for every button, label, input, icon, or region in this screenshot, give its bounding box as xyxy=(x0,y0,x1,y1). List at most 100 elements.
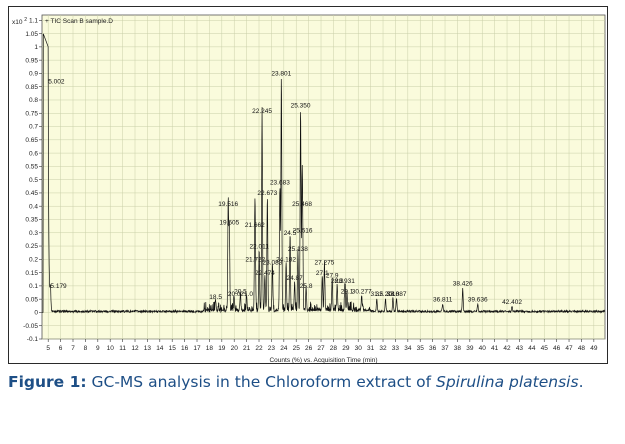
chromatogram-chart: 5.002 5.179 18.5 19.516 19.605 20.020.521.0 21… xyxy=(8,6,608,364)
x-tick-label: 36 xyxy=(429,345,437,352)
x-tick-label: 37 xyxy=(441,345,449,352)
y-tick-label: 0 xyxy=(34,310,38,317)
x-tick-label: 19 xyxy=(218,345,226,352)
x-tick-label: 30 xyxy=(355,345,363,352)
peak-label: 24.182 xyxy=(276,257,296,264)
x-tick-label: 13 xyxy=(144,345,152,352)
plot-area xyxy=(41,14,606,340)
x-tick-label: 26 xyxy=(305,345,313,352)
x-tick-label: 35 xyxy=(417,345,425,352)
peak-labels: 5.002 5.179 18.5 19.516 19.605 20.020.521.0 21… xyxy=(48,71,522,306)
x-tick-label: 29 xyxy=(342,345,350,352)
peak-label: 23.683 xyxy=(270,180,290,187)
peak-label: 24.87 xyxy=(286,275,303,282)
x-tick-label: 14 xyxy=(156,345,164,352)
peak-label: 25.516 xyxy=(293,227,313,234)
y-tick-label: 0.15 xyxy=(25,270,38,277)
x-tick-label: 39 xyxy=(466,345,474,352)
peak-label: 25.138 xyxy=(288,246,308,253)
peak-label: 36.811 xyxy=(433,296,453,303)
x-tick-label: 33 xyxy=(392,345,400,352)
peak-label: 27.9 xyxy=(326,273,339,280)
peak-label: 25.468 xyxy=(292,201,312,208)
peak-label: 29.1 xyxy=(341,289,354,296)
peak-label: 28.931 xyxy=(335,278,355,285)
y-tick-label: 0.65 xyxy=(25,137,38,144)
x-tick-label: 11 xyxy=(119,345,126,352)
x-tick-label: 18 xyxy=(206,345,214,352)
x-tick-label: 20 xyxy=(231,345,239,352)
peak-label: 19.605 xyxy=(219,219,239,226)
x-tick-label: 7 xyxy=(71,345,75,352)
x-tick-label: 48 xyxy=(578,345,586,352)
x-tick-label: 6 xyxy=(59,345,63,352)
peak-label: 27.275 xyxy=(314,259,334,266)
y-tick-label: 0.8 xyxy=(29,97,38,104)
figure-label: Figure 1: xyxy=(8,373,87,391)
y-tick-label: 0.45 xyxy=(25,190,38,197)
peak-label: 5.179 xyxy=(50,283,67,290)
x-tick-label: 15 xyxy=(169,345,177,352)
peak-label: 27.1 xyxy=(316,270,329,277)
x-tick-label: 17 xyxy=(193,345,201,352)
y-tick-label: -0.1 xyxy=(27,336,39,343)
x-tick-label: 10 xyxy=(107,345,115,352)
peak-label: 21.662 xyxy=(245,222,265,229)
x-tick-label: 43 xyxy=(516,345,524,352)
y-tick-label: 0.7 xyxy=(29,124,38,131)
tic-trace-line xyxy=(42,33,606,314)
x-tick-label: 8 xyxy=(84,345,88,352)
peak-label: 32.8 xyxy=(387,291,400,298)
peak-label: 20.0 xyxy=(228,291,241,298)
y-tick-label: 1.05 xyxy=(25,31,38,38)
x-tick-label: 34 xyxy=(404,345,412,352)
peak-label: 25.8 xyxy=(300,283,313,290)
x-tick-label: 16 xyxy=(181,345,189,352)
x-tick-label: 46 xyxy=(553,345,561,352)
y-tick-label: 0.9 xyxy=(29,71,38,78)
y-tick-label: -0.05 xyxy=(23,323,38,330)
figure-caption: Figure 1: GC-MS analysis in the Chlorofo… xyxy=(8,372,620,393)
species-name: Spirulina platensis xyxy=(435,373,579,391)
peak-label: 24.5 xyxy=(284,230,297,237)
y-tick-label: 0.1 xyxy=(29,283,38,290)
y-tick-label: 0.4 xyxy=(29,203,38,210)
y-tick-label: 0.25 xyxy=(25,243,38,250)
peak-label: 32.201 xyxy=(376,291,396,298)
x-tick-label: 41 xyxy=(491,345,499,352)
x-tick-label: 21 xyxy=(243,345,251,352)
caption-text: GC-MS analysis in the Chloroform extract… xyxy=(86,373,436,391)
x-tick-label: 12 xyxy=(131,345,139,352)
x-tick-label: 42 xyxy=(503,345,511,352)
peak-label: 23.083 xyxy=(263,259,283,266)
x-tick-label: 23 xyxy=(268,345,276,352)
x-tick-label: 44 xyxy=(528,345,536,352)
x-tick-label: 31 xyxy=(367,345,375,352)
peak-label: 18.5 xyxy=(209,294,222,301)
axes: 5 6 7 8 9 10 11 12 13 14 15 16 17 18 19 20 21 22 23 24 25 26 2… xyxy=(23,18,598,352)
peak-label: 42.402 xyxy=(502,299,522,306)
peak-label: 31.5 xyxy=(370,291,383,298)
peak-label: 22.011 xyxy=(249,243,269,250)
grid-lines xyxy=(42,15,605,340)
y-tick-label: 0.05 xyxy=(25,296,38,303)
peak-label: 5.002 xyxy=(48,79,65,86)
caption-end: . xyxy=(578,373,584,391)
peak-label: 30.277 xyxy=(352,289,372,296)
x-tick-label: 47 xyxy=(565,345,573,352)
trace xyxy=(42,33,606,314)
peak-label: 38.426 xyxy=(453,281,473,288)
chromatogram-figure: 5.002 5.179 18.5 19.516 19.605 20.0 20.5 21.0 21… xyxy=(8,6,608,364)
x-tick-label: 9 xyxy=(96,345,100,352)
y-tick-label: 1.1 xyxy=(29,18,38,25)
peak-label: 21.0 xyxy=(240,291,253,298)
x-tick-label: 27 xyxy=(317,345,325,352)
peak-label: 21.722 xyxy=(245,257,265,264)
peak-label: 22.474 xyxy=(255,270,275,277)
peak-label: 33.087 xyxy=(387,291,407,298)
x-tick-label: 32 xyxy=(379,345,387,352)
y-tick-label: 0.55 xyxy=(25,164,38,171)
x-tick-label: 24 xyxy=(280,345,288,352)
y-tick-label: 1 xyxy=(34,44,38,51)
y-multiplier: x10 2 xyxy=(12,17,27,26)
